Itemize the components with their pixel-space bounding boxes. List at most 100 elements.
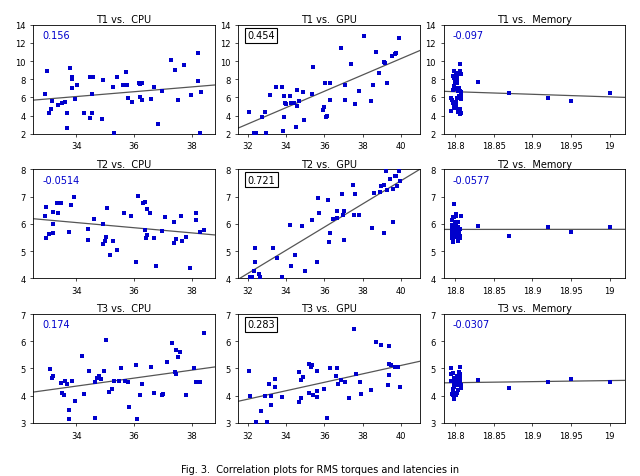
Point: [112, 247, 122, 255]
Point: [448, 377, 458, 385]
Point: [52, 200, 63, 208]
Point: [98, 221, 108, 228]
Point: [452, 374, 463, 382]
Point: [449, 231, 460, 239]
Point: [297, 223, 307, 230]
Point: [390, 363, 400, 371]
Point: [337, 212, 348, 219]
Point: [280, 93, 290, 100]
Point: [307, 361, 317, 369]
Point: [454, 368, 464, 376]
Point: [452, 372, 462, 380]
Point: [133, 193, 143, 200]
Point: [244, 392, 255, 400]
Point: [450, 218, 460, 226]
Point: [111, 74, 122, 81]
Point: [452, 74, 462, 81]
Point: [262, 418, 272, 426]
Point: [70, 397, 80, 405]
Point: [322, 414, 332, 422]
Point: [131, 361, 141, 369]
Point: [90, 414, 100, 422]
Point: [344, 394, 355, 402]
Point: [604, 378, 614, 386]
Point: [448, 87, 458, 95]
Point: [452, 387, 463, 394]
Point: [543, 224, 553, 231]
Point: [337, 191, 347, 198]
Point: [157, 391, 167, 399]
Point: [307, 217, 317, 225]
Point: [447, 227, 458, 235]
Point: [385, 362, 396, 369]
Point: [339, 97, 349, 104]
Point: [151, 263, 161, 271]
Point: [179, 62, 189, 69]
Title: T3 vs.  CPU: T3 vs. CPU: [97, 304, 152, 314]
Text: Fig. 3.  Correlation plots for RMS torques and latencies in: Fig. 3. Correlation plots for RMS torque…: [181, 464, 459, 474]
Point: [452, 381, 462, 389]
Point: [44, 231, 54, 238]
Point: [317, 107, 328, 115]
Point: [383, 342, 394, 350]
Point: [169, 219, 179, 227]
Point: [312, 393, 322, 401]
Point: [451, 228, 461, 236]
Point: [299, 117, 309, 125]
Point: [109, 130, 119, 138]
Point: [446, 95, 456, 102]
Point: [453, 219, 463, 227]
Text: 0.174: 0.174: [42, 320, 70, 330]
Point: [280, 100, 290, 108]
Point: [452, 381, 463, 388]
Title: T1 vs.  CPU: T1 vs. CPU: [97, 15, 152, 25]
Point: [452, 223, 463, 231]
Point: [312, 368, 322, 376]
Point: [451, 233, 461, 241]
Point: [250, 268, 260, 275]
Title: T3 vs.  GPU: T3 vs. GPU: [301, 304, 357, 314]
Point: [504, 90, 515, 98]
Point: [388, 186, 398, 193]
Point: [447, 234, 458, 241]
Point: [566, 98, 576, 105]
Point: [350, 101, 360, 109]
Point: [452, 375, 462, 382]
Point: [448, 233, 458, 241]
Point: [456, 96, 466, 104]
Point: [336, 45, 346, 52]
Point: [131, 258, 141, 266]
Point: [456, 94, 466, 101]
Point: [504, 384, 515, 392]
Point: [604, 224, 614, 231]
Text: -0.0307: -0.0307: [452, 320, 490, 330]
Point: [308, 392, 318, 399]
Point: [393, 364, 403, 371]
Point: [450, 225, 460, 233]
Point: [157, 228, 168, 235]
Point: [98, 240, 108, 248]
Point: [332, 208, 342, 216]
Point: [455, 374, 465, 382]
Point: [298, 373, 308, 381]
Point: [300, 268, 310, 276]
Point: [454, 231, 465, 239]
Point: [45, 366, 56, 373]
Point: [191, 217, 202, 224]
Point: [604, 90, 614, 98]
Point: [257, 114, 267, 121]
Point: [447, 385, 458, 393]
Point: [340, 82, 350, 89]
Point: [271, 255, 282, 262]
Point: [451, 78, 461, 86]
Point: [292, 87, 302, 95]
Point: [268, 245, 278, 252]
Point: [455, 94, 465, 101]
Point: [119, 210, 129, 218]
Text: -0.0577: -0.0577: [452, 176, 490, 186]
Point: [379, 60, 389, 67]
Point: [455, 111, 465, 119]
Point: [195, 379, 205, 387]
Point: [40, 213, 50, 220]
Point: [294, 399, 304, 407]
